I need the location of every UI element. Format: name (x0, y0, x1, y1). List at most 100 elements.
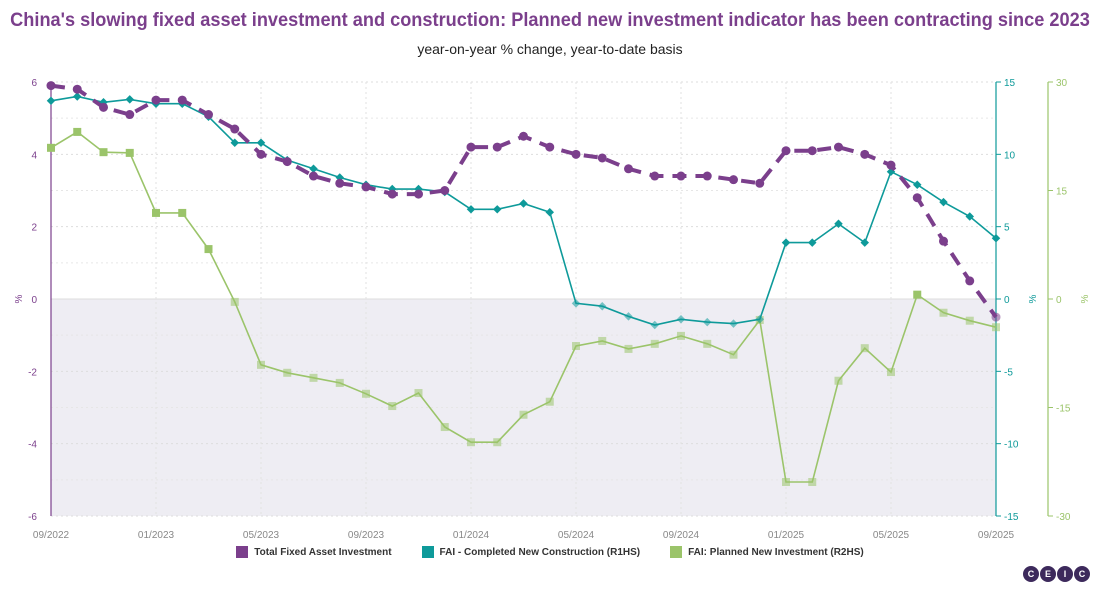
data-point-diamond (703, 317, 712, 327)
legend-label: FAI - Completed New Construction (R1HS) (439, 546, 641, 558)
data-point-square (204, 245, 213, 254)
data-point-square (545, 397, 554, 406)
data-point-circle (965, 276, 975, 286)
data-point-diamond (125, 95, 134, 104)
data-point-diamond (493, 205, 502, 214)
data-point-circle (571, 149, 581, 159)
right2-tick-label: 30 (1056, 78, 1068, 89)
left-tick-label: -4 (28, 440, 37, 451)
data-point-square (860, 344, 869, 353)
data-point-square (440, 423, 449, 432)
data-point-circle (755, 178, 765, 188)
data-point-square (677, 331, 685, 340)
x-tick-label: 01/2024 (453, 530, 490, 541)
logo-letter: C (1023, 566, 1039, 582)
data-point-circle (991, 312, 1001, 322)
right1-tick-label: -15 (1004, 512, 1019, 523)
right2-tick-label: -30 (1056, 512, 1071, 523)
chart-title: China's slowing fixed asset investment a… (10, 9, 1090, 31)
data-point-circle (702, 171, 712, 181)
data-point-diamond (755, 315, 764, 324)
data-point-circle (309, 171, 318, 181)
right2-tick-label: -15 (1056, 404, 1071, 415)
data-point-circle (72, 84, 82, 94)
data-point-square (598, 336, 607, 345)
data-point-square (309, 373, 318, 382)
legend: Total Fixed Asset Investment FAI - Compl… (0, 546, 1100, 558)
right1-tick-label: -5 (1004, 367, 1013, 378)
data-point-diamond (309, 164, 318, 174)
data-point-diamond (913, 180, 922, 189)
data-point-square (99, 148, 108, 157)
data-point-diamond (73, 92, 82, 101)
data-point-circle (729, 175, 738, 185)
data-point-circle (939, 236, 948, 246)
data-point-circle (99, 102, 108, 112)
data-point-circle (204, 110, 213, 120)
series-line-1 (50, 95, 997, 326)
data-point-circle (860, 149, 870, 159)
data-point-circle (650, 171, 660, 181)
x-tick-label: 05/2024 (558, 530, 595, 541)
data-point-diamond (571, 299, 581, 308)
left-tick-label: 0 (31, 295, 37, 306)
data-point-circle (125, 110, 135, 120)
data-point-diamond (598, 301, 607, 311)
data-point-diamond (781, 238, 791, 247)
right2-tick-label: 15 (1056, 187, 1068, 198)
data-point-diamond (729, 319, 738, 328)
data-point-circle (519, 131, 528, 141)
legend-item-completed-construction[interactable]: FAI - Completed New Construction (R1HS) (421, 546, 641, 558)
data-point-square (257, 360, 265, 369)
data-point-square (887, 368, 895, 377)
data-point-square (572, 342, 580, 351)
left-tick-label: 4 (31, 150, 37, 161)
data-point-square (729, 350, 738, 359)
x-tick-label: 01/2023 (138, 530, 175, 541)
data-point-square (47, 143, 55, 152)
data-point-circle (335, 178, 345, 188)
legend-item-total-fai[interactable]: Total Fixed Asset Investment (236, 546, 392, 558)
right1-tick-label: 0 (1004, 295, 1010, 306)
data-point-diamond (624, 312, 633, 321)
data-point-square (467, 438, 475, 447)
left-tick-label: 6 (31, 78, 37, 89)
right1-tick-label: 15 (1004, 78, 1016, 89)
logo-letter: C (1074, 566, 1090, 582)
x-tick-label: 09/2023 (348, 530, 385, 541)
data-point-square (493, 438, 502, 447)
data-point-circle (256, 149, 266, 159)
data-point-square (125, 148, 134, 157)
data-point-square (965, 316, 974, 325)
data-point-square (624, 344, 633, 353)
data-point-circle (676, 171, 686, 181)
data-point-circle (177, 95, 187, 105)
right1-tick-label: 10 (1004, 150, 1016, 161)
data-point-circle (834, 142, 843, 152)
data-point-diamond (545, 207, 554, 217)
data-point-diamond (230, 138, 239, 148)
data-point-diamond (46, 96, 56, 106)
x-tick-label: 09/2024 (663, 530, 700, 541)
negative-region (51, 299, 996, 516)
axis-unit-label: % (14, 294, 25, 303)
data-point-square (519, 410, 528, 419)
data-point-circle (151, 95, 161, 105)
left-tick-label: 2 (31, 223, 37, 234)
logo-letter: E (1040, 566, 1056, 582)
axis-unit-label: % (1028, 294, 1039, 303)
data-point-square (388, 402, 397, 411)
data-point-square (703, 339, 712, 348)
data-point-square (335, 378, 344, 387)
data-point-diamond (650, 320, 659, 330)
data-point-square (808, 478, 817, 487)
data-point-circle (361, 182, 371, 192)
data-point-circle (282, 157, 292, 167)
right1-tick-label: -10 (1004, 440, 1019, 451)
data-point-diamond (676, 315, 686, 324)
data-point-circle (807, 146, 817, 156)
legend-item-planned-investment[interactable]: FAI: Planned New Investment (R2HS) (670, 546, 864, 558)
data-point-circle (597, 153, 607, 163)
